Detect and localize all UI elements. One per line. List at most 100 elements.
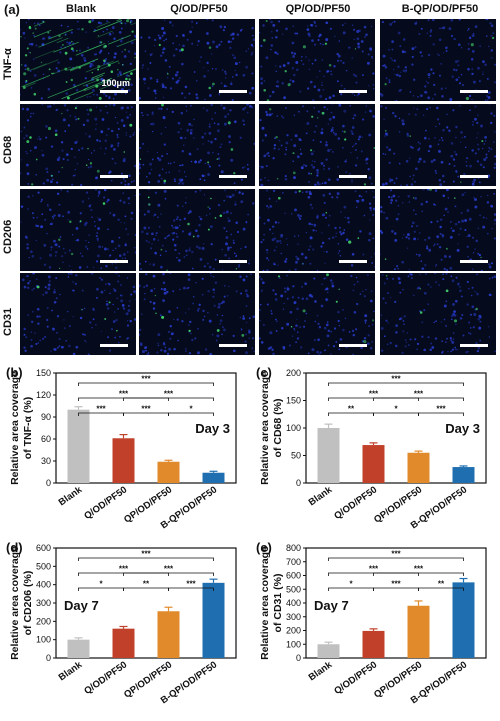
- y-tick-label: 0: [296, 478, 301, 488]
- column-header-qp-od-pf50: QP/OD/PF50: [285, 3, 351, 15]
- bar-1: [362, 445, 385, 483]
- bar-3: [452, 582, 475, 658]
- significance-label: *: [394, 405, 398, 414]
- significance-label: ***: [119, 390, 129, 399]
- significance-bracket: [328, 382, 464, 386]
- scale-bar: [460, 175, 488, 178]
- y-tick-label: 500: [286, 584, 301, 594]
- column-header-blank: Blank: [66, 3, 96, 15]
- scale-bar: [219, 90, 247, 93]
- y-axis-label: of CD31 (%): [272, 574, 284, 633]
- row-header-cd68: CD68: [2, 135, 14, 164]
- x-tick-label: Blank: [57, 484, 85, 508]
- significance-bracket: [418, 412, 464, 416]
- bar-1: [112, 438, 135, 483]
- significance-label: ***: [164, 565, 174, 574]
- significance-label: **: [143, 580, 150, 589]
- significance-bracket: [123, 397, 214, 401]
- y-tick-label: 200: [286, 626, 301, 636]
- scale-bar-label: 100μm: [101, 78, 130, 88]
- significance-label: **: [348, 405, 355, 414]
- bar-1: [362, 630, 385, 658]
- panel-letter: (b): [6, 365, 23, 380]
- micrograph-tnf-alpha-qp-od-pf50: [259, 19, 375, 101]
- row-header-tnf-alpha: TNF-α: [2, 48, 14, 80]
- significance-label: ***: [414, 565, 424, 574]
- significance-label: ***: [391, 375, 401, 384]
- significance-label: *: [349, 580, 353, 589]
- y-tick-label: 600: [36, 543, 51, 553]
- scale-bar: [460, 344, 488, 347]
- day-annotation: Day 7: [314, 598, 349, 613]
- significance-label: ***: [164, 390, 174, 399]
- significance-label: ***: [119, 565, 129, 574]
- y-tick-label: 0: [296, 653, 301, 663]
- chart-cd206: (d) Relative area coverage of CD206 (%) 0 10…: [0, 538, 250, 721]
- x-tick-label: Blank: [57, 659, 85, 683]
- bar-0: [317, 644, 340, 658]
- micrograph-cd31-b-qp-od-pf50: [380, 273, 496, 355]
- y-axis-label: Relative area coverage: [9, 371, 21, 485]
- significance-bracket: [328, 557, 464, 561]
- significance-label: ***: [141, 375, 151, 384]
- micrograph-cd206-q-od-pf50: [139, 189, 255, 271]
- significance-bracket: [373, 572, 464, 576]
- bar-2: [157, 461, 180, 483]
- x-tick-label: Blank: [307, 659, 335, 683]
- micrograph-tnf-alpha-b-qp-od-pf50: [380, 19, 496, 101]
- column-header-q-od-pf50: Q/OD/PF50: [170, 3, 228, 15]
- bar-3: [452, 467, 475, 483]
- scale-bar: [460, 260, 488, 263]
- micrograph-cd206-b-qp-od-pf50: [380, 189, 496, 271]
- significance-label: ***: [369, 565, 379, 574]
- scale-bar: [100, 175, 128, 178]
- y-tick-label: 100: [286, 423, 301, 433]
- bar-0: [67, 409, 90, 483]
- y-tick-label: 800: [286, 543, 301, 553]
- row-header-cd31: CD31: [2, 307, 14, 336]
- panel-letter: (c): [256, 365, 272, 380]
- significance-bracket: [418, 587, 464, 591]
- micrograph-tnf-alpha-blank: 100μm: [20, 19, 136, 101]
- y-axis-label: of CD206 (%): [22, 571, 34, 636]
- significance-label: **: [438, 580, 445, 589]
- panel-letter-a: (a): [4, 2, 20, 17]
- significance-label: ***: [96, 405, 106, 414]
- significance-bracket: [78, 557, 214, 561]
- y-tick-label: 600: [286, 571, 301, 581]
- scale-bar: [100, 344, 128, 347]
- micrograph-cd68-blank: [20, 104, 136, 186]
- y-tick-label: 400: [286, 598, 301, 608]
- scale-bar: [339, 344, 367, 347]
- day-annotation: Day 7: [64, 598, 99, 613]
- y-tick-label: 0: [46, 653, 51, 663]
- day-annotation: Day 3: [195, 421, 230, 436]
- scale-bar: [219, 260, 247, 263]
- y-tick-label: 90: [41, 412, 51, 422]
- panel-letter: (d): [6, 540, 23, 555]
- micrograph-cd31-blank: [20, 273, 136, 355]
- y-tick-label: 400: [36, 580, 51, 590]
- bar-2: [407, 452, 430, 483]
- significance-label: ***: [369, 390, 379, 399]
- scale-bar: [100, 260, 128, 263]
- bar-3: [202, 472, 225, 483]
- row-header-cd206: CD206: [2, 219, 14, 254]
- panel-letter: (e): [256, 540, 272, 555]
- y-tick-label: 50: [291, 451, 301, 461]
- significance-label: ***: [141, 550, 151, 559]
- significance-label: ***: [186, 580, 196, 589]
- y-tick-label: 30: [41, 456, 51, 466]
- bar-0: [67, 639, 90, 658]
- micrograph-cd206-blank: [20, 189, 136, 271]
- plot-frame: [55, 372, 237, 484]
- scale-bar: [339, 90, 367, 93]
- day-annotation: Day 3: [445, 421, 480, 436]
- y-tick-label: 120: [36, 390, 51, 400]
- significance-bracket: [168, 412, 214, 416]
- significance-label: ***: [141, 405, 151, 414]
- y-tick-label: 200: [36, 616, 51, 626]
- y-tick-label: 300: [286, 612, 301, 622]
- bar-0: [317, 428, 340, 483]
- y-tick-label: 200: [286, 368, 301, 378]
